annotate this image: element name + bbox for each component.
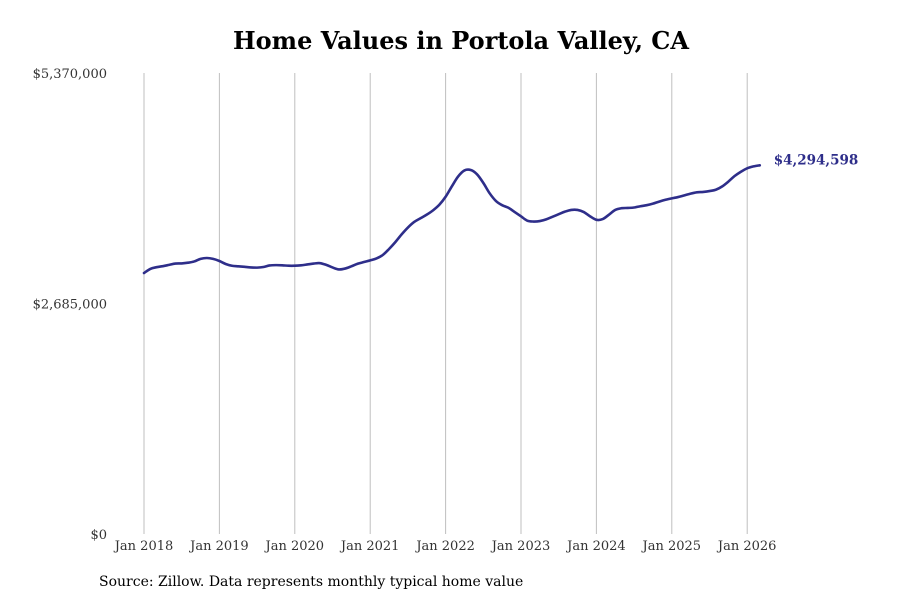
x-tick-label: Jan 2024: [565, 539, 626, 554]
x-tick-label: Jan 2025: [641, 539, 702, 554]
y-tick-label: $0: [90, 528, 107, 543]
x-tick-label: Jan 2022: [414, 539, 475, 554]
y-axis-ticks: $5,370,000 $2,685,000 $0: [33, 67, 107, 543]
series-line-0: [142, 164, 762, 275]
x-tick-label: Jan 2020: [264, 539, 325, 554]
series-layer: [142, 164, 762, 275]
end-value-label: $4,294,598: [774, 152, 859, 168]
y-tick-label: $5,370,000: [33, 67, 107, 82]
grid-lines: [143, 73, 748, 534]
x-axis-ticks: Jan 2018 Jan 2019 Jan 2020 Jan 2021 Jan 2022…: [113, 539, 777, 554]
data-labels: $4,294,598: [774, 152, 859, 168]
chart-title: Home Values in Portola Valley, CA: [232, 26, 690, 55]
y-tick-label: $2,685,000: [33, 298, 107, 313]
x-tick-label: Jan 2019: [188, 539, 249, 554]
x-tick-label: Jan 2026: [716, 539, 777, 554]
x-tick-label: Jan 2018: [113, 539, 174, 554]
x-tick-label: Jan 2021: [339, 539, 400, 554]
source-note: Source: Zillow. Data represents monthly …: [99, 574, 524, 590]
x-tick-label: Jan 2023: [490, 539, 551, 554]
